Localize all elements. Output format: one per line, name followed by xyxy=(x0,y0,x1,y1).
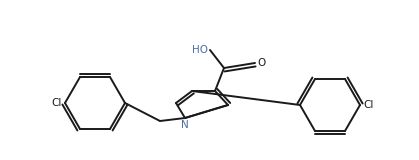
Text: N: N xyxy=(181,120,189,130)
Text: Cl: Cl xyxy=(52,98,62,108)
Text: HO: HO xyxy=(192,45,208,55)
Text: Cl: Cl xyxy=(363,100,373,110)
Text: O: O xyxy=(257,58,265,68)
